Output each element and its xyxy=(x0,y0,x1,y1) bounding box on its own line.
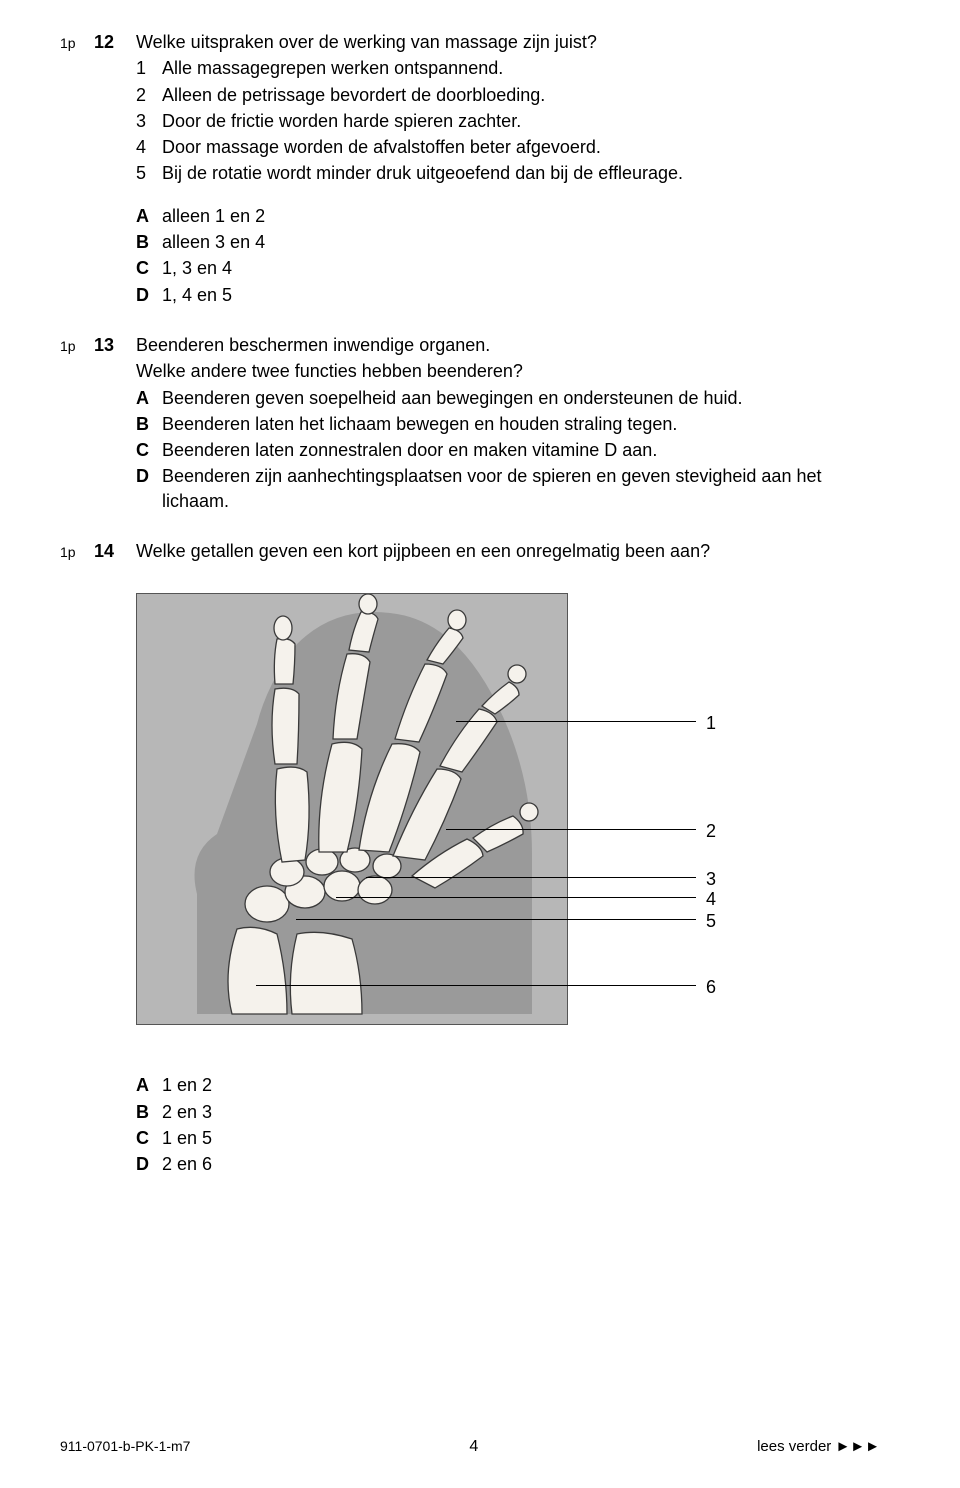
q12-points: 1p xyxy=(60,34,94,53)
page-footer: 911-0701-b-PK-1-m7 4 lees verder ►►► xyxy=(60,1436,880,1458)
leader-label-1: 1 xyxy=(706,711,716,735)
footer-forward: lees verder ►►► xyxy=(757,1437,880,1457)
leader-line xyxy=(366,877,696,878)
q13-text2: Welke andere twee functies hebben beende… xyxy=(136,359,880,383)
leader-line xyxy=(296,919,696,920)
q13-opt-text: Beenderen zijn aanhechtingsplaatsen voor… xyxy=(162,464,880,513)
q13-text: Beenderen beschermen inwendige organen. xyxy=(136,333,880,357)
q14-number: 14 xyxy=(94,539,136,563)
leader-line xyxy=(256,985,696,986)
leader-line xyxy=(446,829,696,830)
footer-code: 911-0701-b-PK-1-m7 xyxy=(60,1437,190,1456)
q14-opt-letter: D xyxy=(136,1152,162,1176)
q14-opt-text: 2 en 3 xyxy=(162,1100,880,1124)
question-12: 1p 12 Welke uitspraken over de werking v… xyxy=(60,30,880,307)
q12-opt-letter: A xyxy=(136,204,162,228)
q14-opt-text: 1 en 2 xyxy=(162,1073,880,1097)
q14-opt-letter: B xyxy=(136,1100,162,1124)
q14-opt-letter: A xyxy=(136,1073,162,1097)
q14-text: Welke getallen geven een kort pijpbeen e… xyxy=(136,539,880,563)
q12-stem-text: Alleen de petrissage bevordert de doorbl… xyxy=(162,83,880,107)
leader-label-2: 2 xyxy=(706,819,716,843)
q12-opt-text: alleen 1 en 2 xyxy=(162,204,880,228)
q12-stem-num: 1 xyxy=(136,56,162,80)
exam-page: 1p 12 Welke uitspraken over de werking v… xyxy=(0,0,960,1488)
q12-stem-num: 5 xyxy=(136,161,162,185)
q12-stem-num: 4 xyxy=(136,135,162,159)
q13-opt-letter: D xyxy=(136,464,162,488)
hand-bones-svg xyxy=(137,594,567,1024)
q13-points: 1p xyxy=(60,337,94,356)
q12-stem-num: 3 xyxy=(136,109,162,133)
q12-opt-letter: D xyxy=(136,283,162,307)
q13-opt-letter: B xyxy=(136,412,162,436)
hand-bones-figure: 1 2 3 4 5 6 xyxy=(136,593,776,1023)
q13-opt-letter: C xyxy=(136,438,162,462)
q12-stem-num: 2 xyxy=(136,83,162,107)
q14-opt-text: 1 en 5 xyxy=(162,1126,880,1150)
q13-opt-text: Beenderen geven soepelheid aan beweginge… xyxy=(162,386,880,410)
leader-label-6: 6 xyxy=(706,975,716,999)
leader-line xyxy=(336,897,696,898)
q12-stem-text: Door de frictie worden harde spieren zac… xyxy=(162,109,880,133)
q12-stem-text: Door massage worden de afvalstoffen bete… xyxy=(162,135,880,159)
q13-number: 13 xyxy=(94,333,136,357)
q14-opt-text: 2 en 6 xyxy=(162,1152,880,1176)
q12-opt-text: 1, 4 en 5 xyxy=(162,283,880,307)
footer-page-number: 4 xyxy=(469,1436,478,1458)
q13-opt-text: Beenderen laten het lichaam bewegen en h… xyxy=(162,412,880,436)
q14-opt-letter: C xyxy=(136,1126,162,1150)
q12-number: 12 xyxy=(94,30,136,54)
q14-points: 1p xyxy=(60,543,94,562)
q12-text: Welke uitspraken over de werking van mas… xyxy=(136,30,880,54)
q12-opt-text: alleen 3 en 4 xyxy=(162,230,880,254)
leader-line xyxy=(456,721,696,722)
hand-bones-image xyxy=(136,593,568,1025)
question-14: 1p 14 Welke getallen geven een kort pijp… xyxy=(60,539,880,1176)
q12-opt-letter: B xyxy=(136,230,162,254)
q12-opt-letter: C xyxy=(136,256,162,280)
leader-label-4: 4 xyxy=(706,887,716,911)
leader-label-5: 5 xyxy=(706,909,716,933)
q12-stem-text: Bij de rotatie wordt minder druk uitgeoe… xyxy=(162,161,880,185)
question-13: 1p 13 Beenderen beschermen inwendige org… xyxy=(60,333,880,513)
q13-opt-text: Beenderen laten zonnestralen door en mak… xyxy=(162,438,880,462)
q12-opt-text: 1, 3 en 4 xyxy=(162,256,880,280)
q12-stem-text: Alle massagegrepen werken ontspannend. xyxy=(162,56,880,80)
q13-opt-letter: A xyxy=(136,386,162,410)
